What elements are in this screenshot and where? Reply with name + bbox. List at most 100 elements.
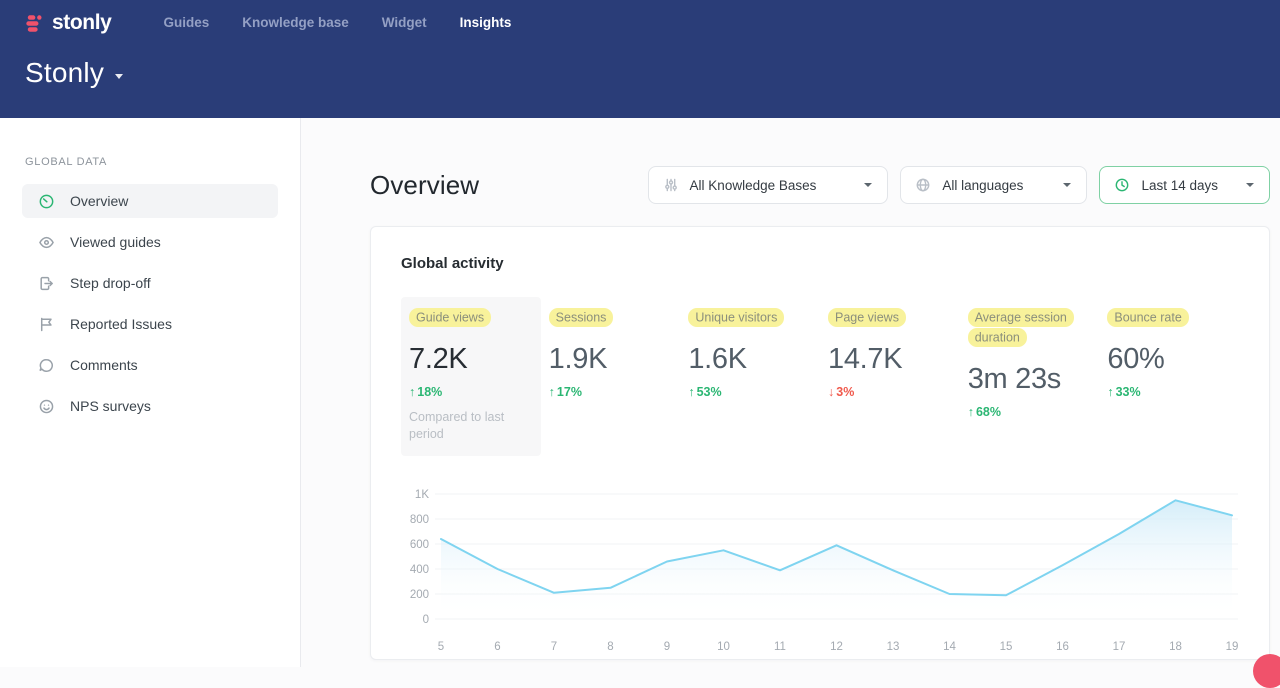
svg-text:12: 12 bbox=[830, 641, 843, 653]
step-dropoff-icon bbox=[38, 275, 55, 292]
svg-text:11: 11 bbox=[774, 641, 786, 653]
svg-text:14: 14 bbox=[943, 641, 956, 653]
svg-text:18: 18 bbox=[1169, 641, 1182, 653]
chevron-down-icon bbox=[115, 73, 124, 79]
metric-value: 7.2K bbox=[409, 342, 468, 375]
trend-arrow-icon: ↓ bbox=[828, 384, 835, 399]
trend-arrow-icon: ↑ bbox=[409, 384, 416, 399]
nav-link-knowledge-base[interactable]: Knowledge base bbox=[242, 15, 349, 30]
metric-note: Compared to last period bbox=[409, 409, 505, 442]
trend-arrow-icon: ↑ bbox=[967, 405, 974, 420]
comment-icon bbox=[38, 357, 55, 374]
svg-text:17: 17 bbox=[1113, 641, 1126, 653]
svg-text:16: 16 bbox=[1056, 641, 1069, 653]
flag-icon bbox=[38, 316, 55, 333]
nav-link-guides[interactable]: Guides bbox=[163, 15, 210, 30]
sidebar-item-viewed-guides[interactable]: Viewed guides bbox=[22, 225, 278, 259]
card-title: Global activity bbox=[401, 255, 504, 272]
sidebar-item-comments[interactable]: Comments bbox=[22, 348, 278, 382]
chevron-down-icon bbox=[1246, 183, 1254, 187]
top-navbar: stonly Guides Knowledge base Widget Insight… bbox=[0, 0, 1280, 118]
svg-text:1K: 1K bbox=[415, 489, 429, 501]
metric-delta: ↓ 3% bbox=[828, 384, 855, 399]
metric-delta: ↑ 68% bbox=[967, 405, 1001, 420]
eye-icon bbox=[38, 234, 55, 251]
metric-value: 14.7K bbox=[828, 342, 903, 375]
filter-dropdown-last-14-days[interactable]: Last 14 days bbox=[1099, 166, 1270, 204]
svg-text:9: 9 bbox=[664, 641, 670, 653]
chart-area bbox=[441, 499, 1232, 619]
sidebar-menu: Overview Viewed guides Step drop-off Rep… bbox=[0, 184, 300, 423]
svg-text:15: 15 bbox=[1000, 641, 1013, 653]
sliders-icon bbox=[663, 177, 679, 193]
metric-value: 60% bbox=[1107, 342, 1165, 375]
metric-delta: ↑ 17% bbox=[548, 384, 582, 399]
svg-text:400: 400 bbox=[410, 564, 429, 576]
trend-arrow-icon: ↑ bbox=[688, 384, 695, 399]
global-activity-card: Global activity Guide views 7.2K ↑ 18% Co… bbox=[370, 226, 1270, 660]
metric-value: 1.9K bbox=[548, 342, 608, 375]
nav-link-widget[interactable]: Widget bbox=[381, 15, 427, 30]
main-content: Overview All Knowledge Bases All languag… bbox=[301, 118, 1280, 667]
trend-arrow-icon: ↑ bbox=[1107, 384, 1114, 399]
svg-text:600: 600 bbox=[410, 539, 429, 551]
metric-value: 3m 23s bbox=[967, 363, 1062, 396]
stonly-wordmark: stonly bbox=[52, 11, 112, 34]
svg-text:6: 6 bbox=[494, 641, 500, 653]
trend-arrow-icon: ↑ bbox=[548, 384, 555, 399]
filter-bar: All Knowledge Bases All languages Last 1… bbox=[647, 166, 1270, 204]
metric-delta: ↑ 33% bbox=[1107, 384, 1141, 399]
metric-tile-average-session-duration[interactable]: Average session duration 3m 23s ↑ 68% bbox=[960, 297, 1100, 456]
sidebar-item-nps-surveys[interactable]: NPS surveys bbox=[22, 389, 278, 423]
gauge-icon bbox=[38, 193, 55, 210]
area-chart-svg: 0 200 400 600 800 1K 5 6 7 8 9 10 11 12 13 14 15 16 17 18 19 bbox=[410, 489, 1239, 653]
filter-dropdown-all-languages[interactable]: All languages bbox=[900, 166, 1088, 204]
metric-tile-sessions[interactable]: Sessions 1.9K ↑ 17% bbox=[541, 297, 681, 456]
metric-label: Guide views bbox=[409, 307, 492, 327]
metric-tile-bounce-rate[interactable]: Bounce rate 60% ↑ 33% bbox=[1099, 297, 1239, 456]
metric-label: Page views bbox=[828, 307, 906, 327]
metric-label: Sessions bbox=[548, 307, 614, 327]
workspace-name: Stonly bbox=[25, 57, 105, 88]
stonly-logo-icon bbox=[24, 13, 45, 34]
svg-text:5: 5 bbox=[438, 641, 444, 653]
chart-line-guide-views bbox=[440, 498, 1233, 596]
metrics-row: Guide views 7.2K ↑ 18% Compared to last p… bbox=[401, 297, 1239, 456]
metric-tile-unique-visitors[interactable]: Unique visitors 1.6K ↑ 53% bbox=[680, 297, 820, 456]
nav-link-insights[interactable]: Insights bbox=[459, 15, 512, 30]
globe-icon bbox=[915, 177, 931, 193]
metric-label: Bounce rate bbox=[1107, 307, 1189, 327]
chat-launcher-button[interactable] bbox=[1253, 654, 1280, 688]
sidebar: GLOBAL DATA Overview Viewed guides Step … bbox=[0, 118, 301, 667]
svg-text:10: 10 bbox=[717, 641, 730, 653]
global-activity-chart: 0 200 400 600 800 1K 5 6 7 8 9 10 11 12 13 14 15 16 17 18 19 bbox=[401, 476, 1239, 664]
svg-text:7: 7 bbox=[551, 641, 557, 653]
smiley-icon bbox=[38, 398, 55, 415]
metric-tile-guide-views[interactable]: Guide views 7.2K ↑ 18% Compared to last p… bbox=[401, 297, 541, 456]
svg-text:200: 200 bbox=[410, 589, 429, 601]
svg-text:19: 19 bbox=[1226, 641, 1239, 653]
sidebar-item-step-drop-off[interactable]: Step drop-off bbox=[22, 266, 278, 300]
page-title: Overview bbox=[370, 169, 480, 200]
chevron-down-icon bbox=[1063, 183, 1072, 187]
svg-text:0: 0 bbox=[423, 614, 429, 626]
x-axis-labels: 5 6 7 8 9 10 11 12 13 14 15 16 17 18 19 bbox=[438, 641, 1239, 653]
chevron-down-icon bbox=[864, 183, 873, 187]
top-navigation: Guides Knowledge base Widget Insights bbox=[111, 5, 511, 41]
sidebar-section-label: GLOBAL DATA bbox=[25, 156, 108, 168]
svg-text:800: 800 bbox=[410, 514, 429, 526]
metric-tile-page-views[interactable]: Page views 14.7K ↓ 3% bbox=[820, 297, 960, 456]
metric-label: Average session duration bbox=[967, 307, 1074, 348]
workspace-switcher[interactable]: Stonly bbox=[25, 57, 1280, 89]
stonly-logo[interactable]: stonly bbox=[24, 11, 112, 35]
y-axis-labels: 0 200 400 600 800 1K bbox=[410, 489, 430, 626]
metric-delta: ↑ 53% bbox=[688, 384, 722, 399]
svg-text:13: 13 bbox=[887, 641, 900, 653]
sidebar-item-reported-issues[interactable]: Reported Issues bbox=[22, 307, 278, 341]
filter-dropdown-all-knowledge-bases[interactable]: All Knowledge Bases bbox=[647, 166, 889, 204]
metric-label: Unique visitors bbox=[688, 307, 785, 327]
metric-value: 1.6K bbox=[688, 342, 747, 375]
clock-icon bbox=[1114, 177, 1130, 193]
metric-delta: ↑ 18% bbox=[409, 384, 443, 399]
sidebar-item-overview[interactable]: Overview bbox=[22, 184, 278, 218]
